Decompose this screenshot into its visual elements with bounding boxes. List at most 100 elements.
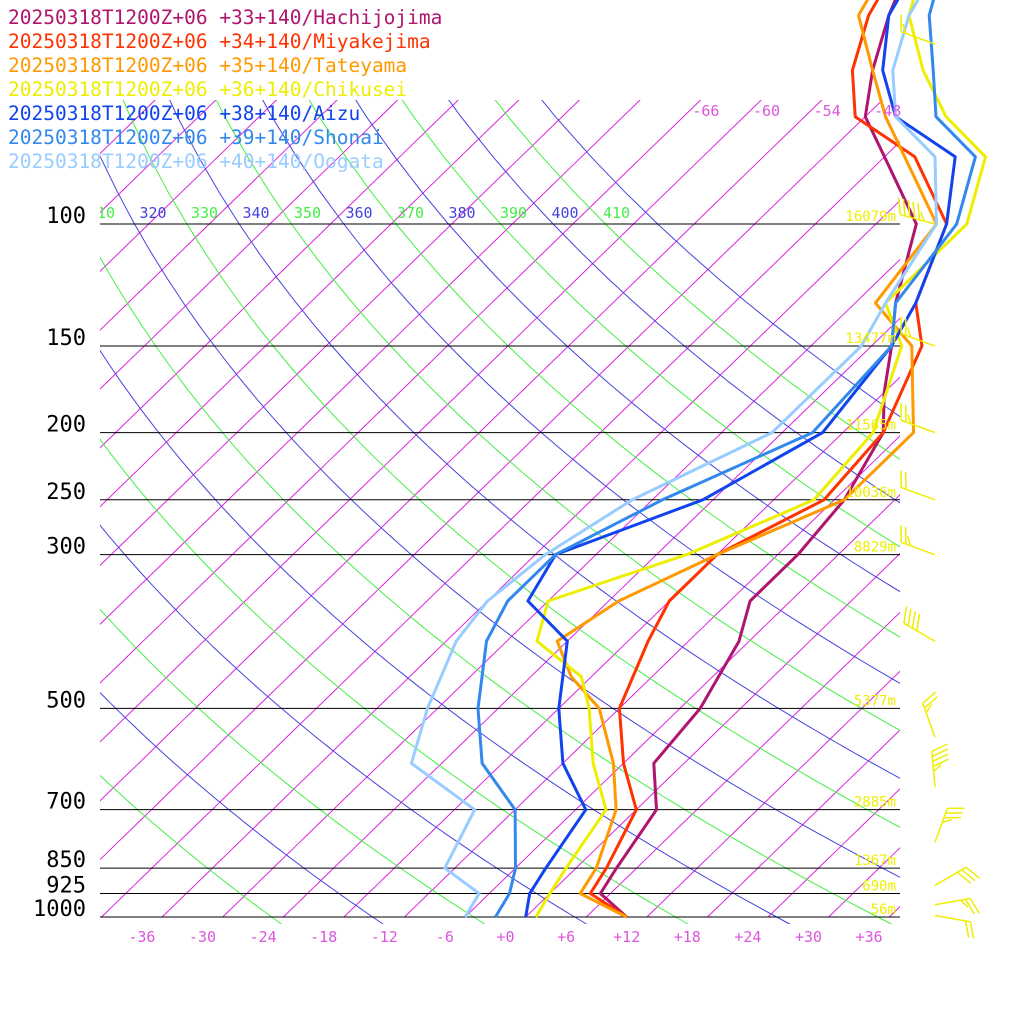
barb-feather xyxy=(925,703,933,714)
pressure-label: 100 xyxy=(46,204,86,229)
pressure-label: 200 xyxy=(46,413,86,438)
legend-entry: 20250318T1200Z+06 +39+140/Shonai xyxy=(8,126,384,149)
barb-feather xyxy=(907,608,912,626)
legend-entry: 20250318T1200Z+06 +38+140/Aizu xyxy=(8,102,360,125)
theta-label: 410 xyxy=(603,204,630,222)
dry-adiabat-line xyxy=(122,100,900,828)
height-label: 13477m xyxy=(845,331,896,347)
isotherm-line xyxy=(585,611,900,918)
barb-feather xyxy=(960,899,969,908)
wind-barb xyxy=(934,807,965,843)
barb-feather xyxy=(931,743,948,753)
barb-shaft xyxy=(900,213,936,225)
theta-labels: 310 320 330 340 350 360 370 380 390 400 410 xyxy=(100,204,630,222)
isotherm-line xyxy=(707,729,900,918)
x-tick-label: -18 xyxy=(310,928,337,946)
x-tick-label: -36 xyxy=(128,928,155,946)
height-label: 16079m xyxy=(845,209,896,225)
barb-feather xyxy=(964,920,970,938)
pressure-label: 300 xyxy=(46,535,86,560)
legend: 20250318T1200Z+06 +33+140/Hachijojima 202… xyxy=(8,6,442,173)
x-tick-label: -24 xyxy=(250,928,277,946)
isotherm-line xyxy=(404,435,900,918)
legend-entry: 20250318T1200Z+06 +40+140/Oogata xyxy=(8,150,384,173)
height-label: 10036m xyxy=(845,485,896,501)
isotherm-label: -48 xyxy=(874,102,901,120)
dry-adiabat-line xyxy=(169,100,900,779)
height-label: 2885m xyxy=(854,795,896,811)
theta-label: 360 xyxy=(346,204,373,222)
wind-barb xyxy=(900,316,936,347)
dry-adiabat-line xyxy=(100,608,486,924)
barb-feather xyxy=(919,211,926,222)
barb-feather xyxy=(916,613,921,631)
wind-barb xyxy=(900,470,936,501)
dry-adiabat-line xyxy=(215,100,900,731)
x-tick-label: -6 xyxy=(436,928,454,946)
wind-barb xyxy=(900,14,936,45)
height-label: 11565m xyxy=(845,418,896,434)
pressure-label: 150 xyxy=(46,326,86,351)
x-tick-label: -30 xyxy=(189,928,216,946)
barb-feather xyxy=(903,606,908,624)
dry-adiabat-line xyxy=(100,774,283,924)
wind-barb xyxy=(934,914,975,939)
theta-label: 330 xyxy=(191,204,218,222)
barb-feather xyxy=(911,611,917,629)
wind-barb xyxy=(900,525,936,556)
series-line-5 xyxy=(476,0,977,918)
wind-barb xyxy=(931,743,949,788)
barb-feather xyxy=(902,23,907,34)
dry-adiabat-line xyxy=(494,100,900,460)
barb-feather xyxy=(933,764,942,772)
x-tick-label: +18 xyxy=(674,928,701,946)
barb-shaft xyxy=(900,486,936,501)
wind-barb xyxy=(900,403,936,434)
dry-adiabat-line xyxy=(308,100,900,638)
theta-label: 370 xyxy=(397,204,424,222)
isotherm-line xyxy=(1011,0,1024,917)
series-line-3 xyxy=(534,0,987,918)
barb-feather xyxy=(906,327,912,338)
x-tick-label: +12 xyxy=(613,928,640,946)
height-label: 56m xyxy=(871,902,896,918)
wind-barb xyxy=(934,897,980,915)
series-line-2 xyxy=(555,0,938,919)
x-tick-label: +36 xyxy=(856,928,883,946)
barb-shaft xyxy=(934,897,971,906)
barb-feather xyxy=(931,748,949,758)
dry-adiabat-line xyxy=(100,691,384,924)
wind-barb xyxy=(934,866,980,886)
legend-entry: 20250318T1200Z+06 +33+140/Hachijojima xyxy=(8,6,442,29)
barb-feather xyxy=(922,691,937,704)
barb-feather xyxy=(961,869,976,882)
series-line-0 xyxy=(598,0,918,919)
legend-entry: 20250318T1200Z+06 +36+140/Chikusei xyxy=(8,78,407,101)
theta-label: 320 xyxy=(140,204,167,222)
x-tick-label: +6 xyxy=(557,928,575,946)
height-label: 5377m xyxy=(854,693,896,709)
dry-adiabat-line xyxy=(100,154,900,878)
barb-feather xyxy=(906,413,912,424)
barb-shaft xyxy=(934,808,949,843)
barb-shaft xyxy=(903,622,936,642)
axis-labels: 100 16079m 150 13477m 200 11565m 250 10036m 300 8… xyxy=(33,102,901,946)
isotherm-label: -60 xyxy=(753,102,780,120)
isotherm-line xyxy=(828,847,900,918)
barb-shaft xyxy=(934,866,967,886)
dry-adiabat-line xyxy=(355,100,900,593)
pressure-label: 925 xyxy=(46,874,86,899)
barb-feather xyxy=(897,197,901,215)
barb-shaft xyxy=(934,914,971,923)
theta-label-row: 310 320 330 340 350 360 370 380 390 400 410 xyxy=(100,204,630,222)
sounding-series xyxy=(409,0,987,919)
barb-feather xyxy=(932,753,949,763)
height-label: 8829m xyxy=(854,540,896,556)
dry-adiabat-line xyxy=(448,100,900,504)
dry-adiabat-line xyxy=(541,100,900,418)
barb-feather xyxy=(969,898,980,914)
series-line-4 xyxy=(524,0,957,918)
x-tick-label: +30 xyxy=(795,928,822,946)
theta-label: 340 xyxy=(243,204,270,222)
